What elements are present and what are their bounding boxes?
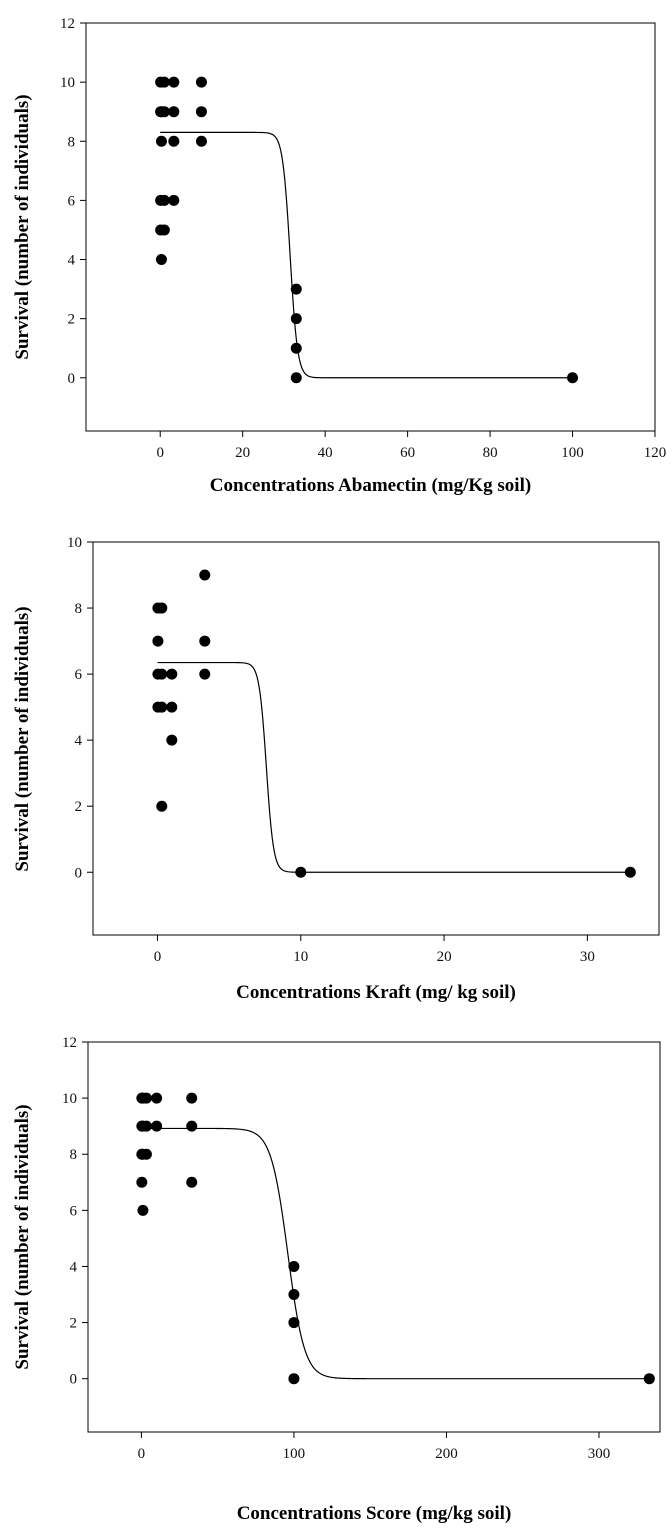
y-axis-title: Survival (number of individuals) — [12, 606, 33, 871]
y-tick-label: 6 — [68, 193, 76, 209]
fitted-curve — [157, 661, 631, 873]
x-tick-label: 40 — [318, 445, 333, 461]
x-tick-label: 0 — [156, 445, 164, 461]
chart-kraft: 0 2 4 6 8 10 0 10 20 30 Concentrations Kraft (mg/ … — [12, 535, 660, 1003]
y-tick-label: 8 — [75, 601, 83, 617]
y-tick-label: 4 — [68, 253, 76, 269]
data-point — [140, 1148, 152, 1160]
data-point — [288, 1260, 300, 1272]
chart-panel-score: 0 2 4 6 8 10 12 0 100 200 300 Concentrations Score … — [0, 1024, 672, 1534]
data-point — [199, 668, 211, 680]
data-point — [295, 866, 307, 878]
plot-frame — [92, 541, 660, 936]
data-point — [137, 1204, 149, 1216]
x-tick-label: 0 — [154, 949, 162, 965]
y-tick-label: 10 — [60, 75, 75, 91]
data-point — [186, 1092, 198, 1104]
data-point — [186, 1176, 198, 1188]
chart-score: 0 2 4 6 8 10 12 0 100 200 300 Concentrations Score … — [12, 1035, 661, 1524]
data-point — [155, 135, 167, 147]
y-tick-label: 4 — [70, 1259, 78, 1275]
y-tick-label: 8 — [68, 134, 76, 150]
x-tick-label: 100 — [283, 1446, 306, 1462]
data-point — [158, 76, 170, 88]
data-point — [158, 106, 170, 118]
data-point — [199, 635, 211, 647]
data-point — [199, 569, 211, 581]
y-tick-label: 6 — [75, 667, 83, 683]
y-tick-label: 8 — [70, 1147, 78, 1163]
x-tick-label: 20 — [235, 445, 250, 461]
y-tick-label: 2 — [68, 312, 76, 328]
data-point — [166, 701, 178, 713]
fitted-curve — [141, 1127, 650, 1380]
data-point — [290, 283, 302, 295]
data-point — [643, 1373, 655, 1385]
data-point — [156, 800, 168, 812]
x-tick-label: 0 — [138, 1446, 146, 1462]
data-point — [168, 106, 180, 118]
plot-frame — [87, 1041, 661, 1433]
plot-frame — [85, 22, 656, 432]
data-point — [288, 1289, 300, 1301]
data-point — [166, 668, 178, 680]
data-point — [624, 866, 636, 878]
y-tick-label: 0 — [68, 371, 76, 387]
y-tick-label: 10 — [67, 535, 82, 551]
data-point — [155, 254, 167, 266]
fitted-curve — [160, 131, 573, 379]
data-point — [567, 372, 579, 384]
data-point — [158, 224, 170, 236]
x-tick-label: 100 — [561, 445, 584, 461]
y-axis-title: Survival (number of individuals) — [12, 94, 33, 359]
y-tick-label: 2 — [70, 1316, 78, 1332]
data-point — [290, 342, 302, 354]
chart-panel-abamectin: 0 2 4 6 8 10 12 0 20 40 60 80 100 120 Concentrations A… — [0, 0, 672, 512]
data-point — [156, 701, 168, 713]
data-point — [195, 76, 207, 88]
data-point — [152, 635, 164, 647]
data-point — [168, 194, 180, 206]
x-tick-label: 300 — [588, 1446, 611, 1462]
x-tick-label: 10 — [293, 949, 308, 965]
data-point — [166, 734, 178, 746]
x-axis-title: Concentrations Score (mg/kg soil) — [237, 1503, 512, 1524]
data-point — [168, 135, 180, 147]
data-point — [140, 1092, 152, 1104]
y-tick-label: 12 — [62, 1035, 77, 1051]
y-tick-label: 10 — [62, 1091, 77, 1107]
data-point — [288, 1373, 300, 1385]
data-point — [195, 106, 207, 118]
data-point — [156, 668, 168, 680]
data-point — [195, 135, 207, 147]
data-point — [151, 1120, 163, 1132]
x-axis-title: Concentrations Abamectin (mg/Kg soil) — [210, 475, 531, 496]
y-tick-label: 0 — [75, 865, 83, 881]
data-point — [288, 1317, 300, 1329]
y-tick-label: 2 — [75, 799, 83, 815]
y-tick-label: 12 — [60, 16, 75, 32]
data-point — [158, 194, 170, 206]
x-tick-label: 60 — [400, 445, 415, 461]
data-point — [186, 1120, 198, 1132]
data-point — [140, 1120, 152, 1132]
y-tick-label: 0 — [70, 1372, 78, 1388]
chart-panel-kraft: 0 2 4 6 8 10 0 10 20 30 Concentrations Kraft (mg/ … — [0, 512, 672, 1024]
data-point — [156, 602, 168, 614]
data-point — [290, 313, 302, 325]
x-tick-label: 30 — [580, 949, 595, 965]
x-tick-label: 120 — [644, 445, 667, 461]
y-tick-label: 6 — [70, 1203, 78, 1219]
x-tick-label: 80 — [483, 445, 498, 461]
x-axis-title: Concentrations Kraft (mg/ kg soil) — [236, 982, 516, 1003]
data-point — [136, 1176, 148, 1188]
y-tick-label: 4 — [75, 733, 83, 749]
data-point — [290, 372, 302, 384]
y-axis-title: Survival (number of individuals) — [12, 1104, 33, 1369]
data-point — [168, 76, 180, 88]
data-point — [151, 1092, 163, 1104]
x-tick-label: 200 — [435, 1446, 458, 1462]
x-tick-label: 20 — [437, 949, 452, 965]
